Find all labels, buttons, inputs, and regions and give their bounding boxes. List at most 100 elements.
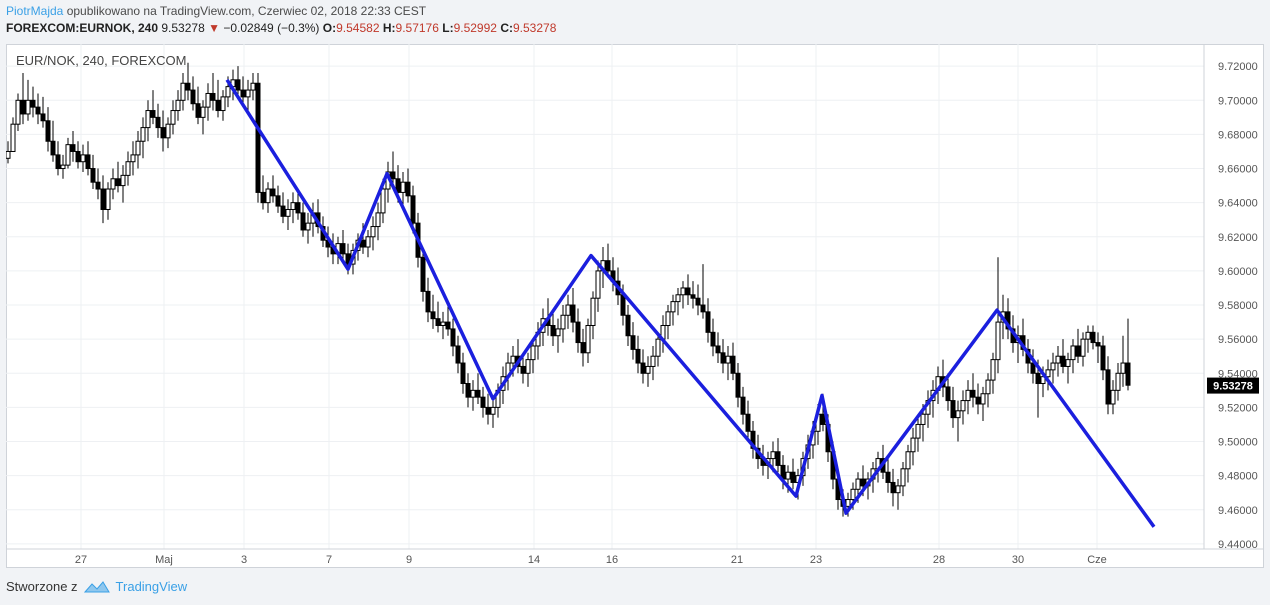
candle-body <box>470 389 476 398</box>
candle <box>1080 332 1086 367</box>
zigzag-line <box>225 78 1156 528</box>
candle-body <box>100 188 106 210</box>
candle-body <box>235 79 241 91</box>
candle <box>530 339 536 374</box>
time-tick-label: 27 <box>75 554 87 566</box>
candle <box>535 322 541 360</box>
candle-body <box>360 239 366 248</box>
candle-body <box>265 188 271 204</box>
candle-body <box>1040 376 1046 385</box>
candle-body <box>1065 359 1071 367</box>
candle-body <box>490 406 496 415</box>
candle <box>425 277 431 323</box>
candle-body <box>290 202 296 210</box>
candle-body <box>960 400 966 412</box>
time-tick-label: 9 <box>406 554 412 566</box>
candle-body <box>630 335 636 350</box>
candle-body <box>975 396 981 405</box>
candle-body <box>155 116 161 129</box>
candle <box>475 373 481 404</box>
candle <box>605 243 611 278</box>
candle-body <box>125 161 131 176</box>
candle <box>205 83 211 121</box>
candle <box>1030 349 1036 384</box>
candle <box>1105 356 1111 415</box>
time-tick-label: 16 <box>606 554 618 566</box>
candle-body <box>260 191 266 204</box>
symbol-label: FOREXCOM:EURNOK, 240 <box>6 21 159 35</box>
time-tick-label: 21 <box>731 554 743 566</box>
candle-body <box>460 362 466 385</box>
candle <box>1070 339 1076 374</box>
candle <box>1050 352 1056 384</box>
close-label: C: <box>500 21 513 35</box>
candle-body <box>915 423 921 439</box>
candle <box>420 247 426 302</box>
candle-body <box>560 314 566 330</box>
candle-body <box>420 256 426 292</box>
time-tick-label: 30 <box>1012 554 1024 566</box>
candle-body <box>860 478 866 487</box>
candle <box>110 168 116 200</box>
candle-body <box>790 471 796 483</box>
candle-body <box>1125 362 1131 386</box>
candle <box>100 175 106 224</box>
time-tick-label: Cze <box>1087 554 1107 566</box>
candle <box>120 165 126 203</box>
candle <box>690 281 696 309</box>
candle-body <box>140 127 146 142</box>
candle-body <box>1120 362 1126 374</box>
candle <box>140 117 146 159</box>
candle-body <box>565 304 571 316</box>
candle <box>430 294 436 329</box>
candle-body <box>180 82 186 101</box>
price-tick-label: 9.46000 <box>1218 505 1258 517</box>
candle-body <box>1045 369 1051 378</box>
footer: Stworzone z TradingView <box>6 579 187 594</box>
candlestick-chart[interactable]: 9.72000 9.70000 9.68000 9.66000 9.64000 9.620… <box>6 44 1264 568</box>
candle <box>730 342 736 381</box>
candle <box>1085 325 1091 353</box>
candle <box>365 229 371 258</box>
candle-body <box>950 400 956 419</box>
candle <box>735 363 741 408</box>
tradingview-link[interactable]: TradingView <box>115 579 188 594</box>
candle <box>135 131 141 169</box>
candle-body <box>225 86 231 98</box>
candle <box>285 199 291 230</box>
candle <box>190 76 196 111</box>
author-link[interactable]: PiotrMajda <box>6 4 64 18</box>
candle <box>315 199 321 234</box>
candle-body <box>215 99 221 112</box>
candle <box>340 229 346 261</box>
candle-body <box>280 205 286 217</box>
candle-body <box>165 123 171 139</box>
candle-body <box>650 355 656 367</box>
candle <box>85 141 91 176</box>
candle <box>910 427 916 466</box>
candle <box>60 154 66 179</box>
candle-body <box>40 113 46 122</box>
candle <box>150 90 156 125</box>
candle-body <box>625 314 631 337</box>
candle-body <box>240 89 246 98</box>
candle-body <box>30 99 36 108</box>
last-value: 9.53278 <box>161 21 205 35</box>
candle <box>695 284 701 316</box>
candle <box>900 461 906 497</box>
candle <box>775 438 781 473</box>
candle-body <box>1060 355 1066 367</box>
candle <box>580 328 586 367</box>
candle <box>370 216 376 251</box>
tradingview-logo-icon <box>83 580 110 592</box>
candle <box>905 444 911 483</box>
candle <box>1095 332 1101 364</box>
open-label: O: <box>322 21 337 35</box>
candle <box>960 390 966 425</box>
candle-body <box>995 321 1001 361</box>
candle-body <box>855 478 861 490</box>
candle-body <box>65 144 71 166</box>
candle-body <box>720 352 726 364</box>
candle-body <box>985 379 991 395</box>
candle <box>670 294 676 326</box>
